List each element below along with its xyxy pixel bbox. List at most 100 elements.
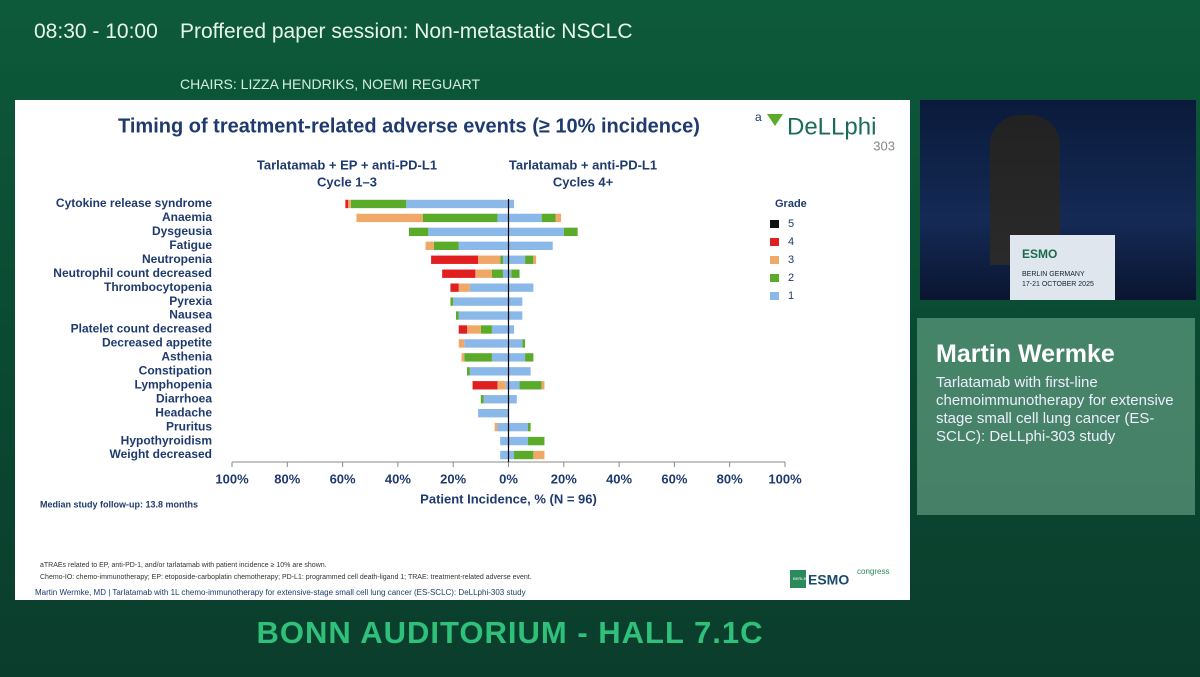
panel-title: Tarlatamab + anti-PD-L1 xyxy=(509,157,657,172)
bar-segment xyxy=(502,255,509,264)
x-tick-label: 0% xyxy=(499,471,518,486)
bar-segment xyxy=(475,269,492,278)
speaker-video: ESMO BERLIN GERMANY 17-21 OCTOBER 2025 xyxy=(920,100,1196,300)
y-tick-label: Constipation xyxy=(139,364,212,378)
logo: DeLLphi xyxy=(787,113,876,140)
speaker-name: Martin Wermke xyxy=(936,340,1115,368)
bar-segment xyxy=(467,367,470,376)
bar-segment xyxy=(348,199,351,209)
y-tick-label: Weight decreased xyxy=(110,447,212,461)
bar-segment xyxy=(508,450,515,460)
bar-segment xyxy=(500,255,503,264)
bar-segment xyxy=(563,227,578,237)
y-tick-label: Asthenia xyxy=(161,350,212,364)
y-tick-label: Lymphopenia xyxy=(134,377,212,391)
bar-segment xyxy=(508,297,523,306)
bar-segment xyxy=(508,213,542,223)
bar-segment xyxy=(458,283,470,292)
bar-segment xyxy=(467,325,481,334)
legend-swatch xyxy=(770,256,779,264)
bar-segment xyxy=(478,409,509,418)
bar-segment xyxy=(497,213,509,223)
bar-segment xyxy=(422,213,498,223)
bar-segment xyxy=(453,297,509,306)
x-tick-label: 100% xyxy=(215,471,249,486)
bar-segment xyxy=(356,213,423,223)
bar-segment xyxy=(345,199,349,209)
x-tick-label: 80% xyxy=(274,471,300,486)
bar-segment xyxy=(500,436,509,446)
bar-segment xyxy=(508,255,526,264)
y-tick-label: Neutropenia xyxy=(142,252,212,266)
bar-segment xyxy=(508,227,564,237)
x-tick-label: 100% xyxy=(768,471,802,486)
bar-segment xyxy=(480,325,492,334)
bar-segment xyxy=(508,339,523,348)
y-tick-label: Diarrhoea xyxy=(156,391,212,405)
y-tick-label: Decreased appetite xyxy=(102,336,212,350)
title-note: a xyxy=(755,110,762,124)
lectern: ESMO BERLIN GERMANY 17-21 OCTOBER 2025 xyxy=(1010,235,1115,300)
bar-segment xyxy=(458,241,509,250)
x-axis-label: Patient Incidence, % (N = 96) xyxy=(420,491,597,506)
bar-segment xyxy=(508,367,531,376)
lectern-logo: ESMO xyxy=(1022,247,1058,261)
bar-segment xyxy=(519,381,542,390)
bar-segment xyxy=(408,227,429,237)
y-tick-label: Dysgeusia xyxy=(152,224,212,238)
legend-swatch xyxy=(770,220,779,228)
legend-label: 3 xyxy=(788,254,794,266)
speaker-panel xyxy=(917,318,1195,515)
slide-footer: Martin Wermke, MD | Tarlatamab with 1L c… xyxy=(35,588,526,597)
session-time: 08:30 - 10:00 xyxy=(34,20,158,43)
bar-segment xyxy=(508,381,520,390)
bar-segment xyxy=(541,381,545,390)
x-tick-label: 20% xyxy=(440,471,466,486)
bar-segment xyxy=(533,450,545,460)
bar-segment xyxy=(428,227,509,237)
bar-segment xyxy=(464,339,509,348)
bar-segment xyxy=(455,311,459,320)
chart: Timing of treatment-related adverse even… xyxy=(35,110,895,597)
bar-segment xyxy=(527,422,531,432)
abbreviations: Chemo-IO: chemo-immunotherapy; EP: etopo… xyxy=(40,574,532,581)
bar-segment xyxy=(527,436,545,446)
y-tick-label: Hypothyroidism xyxy=(121,433,212,447)
bar-segment xyxy=(508,436,528,446)
y-tick-label: Nausea xyxy=(169,308,212,322)
x-tick-label: 60% xyxy=(661,471,687,486)
legend-label: 1 xyxy=(788,290,794,302)
bar-segment xyxy=(478,255,501,264)
legend-label: 4 xyxy=(788,236,794,248)
session-title: Proffered paper session: Non-metastatic … xyxy=(180,20,633,43)
congress-place: BERLIN 2025 xyxy=(793,576,818,581)
bar-segment xyxy=(458,311,509,320)
bar-segment xyxy=(500,450,509,460)
y-tick-label: Neutrophil count decreased xyxy=(53,266,212,280)
bar-segment xyxy=(491,269,503,278)
legend-label: 2 xyxy=(788,272,794,284)
bar-segment xyxy=(508,422,528,432)
panel-title: Cycle 1–3 xyxy=(317,174,377,189)
bar-segment xyxy=(508,353,526,362)
bar-segment xyxy=(533,255,537,264)
x-tick-label: 40% xyxy=(606,471,632,486)
bar-segment xyxy=(433,241,459,250)
y-tick-label: Cytokine release syndrome xyxy=(56,196,212,210)
bar-segment xyxy=(431,255,479,264)
bar-segment xyxy=(541,213,556,223)
bar-segment xyxy=(497,422,509,432)
bar-segment xyxy=(508,283,534,292)
bar-segment xyxy=(472,381,498,390)
bar-segment xyxy=(350,199,407,209)
panel-title: Tarlatamab + EP + anti-PD-L1 xyxy=(257,157,437,172)
logo-number: 303 xyxy=(873,138,895,153)
legend-swatch xyxy=(770,274,779,282)
talk-title: Tarlatamab with first-line chemoimmunoth… xyxy=(936,374,1174,445)
x-tick-label: 40% xyxy=(385,471,411,486)
bar-segment xyxy=(458,339,465,348)
bar-segment xyxy=(491,353,509,362)
y-tick-label: Fatigue xyxy=(169,238,212,252)
x-tick-label: 60% xyxy=(330,471,356,486)
